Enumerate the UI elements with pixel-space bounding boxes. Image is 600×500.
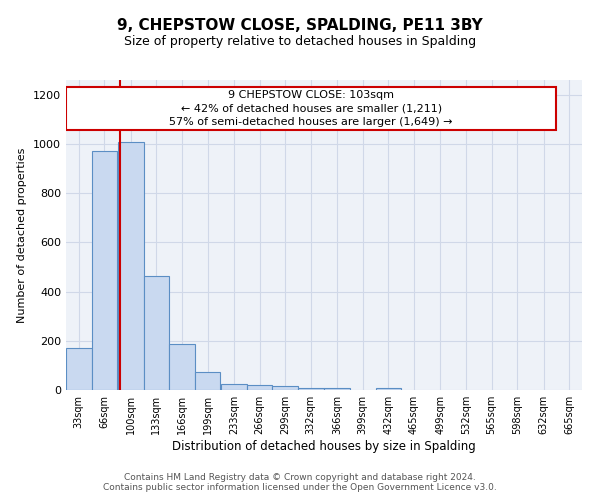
X-axis label: Distribution of detached houses by size in Spalding: Distribution of detached houses by size … (172, 440, 476, 453)
Bar (92, 152, 117, 390)
Text: Contains HM Land Registry data © Crown copyright and database right 2024.
Contai: Contains HM Land Registry data © Crown c… (103, 473, 497, 492)
Text: 9, CHEPSTOW CLOSE, SPALDING, PE11 3BY: 9, CHEPSTOW CLOSE, SPALDING, PE11 3BY (117, 18, 483, 32)
Bar (376, 388, 401, 390)
Text: Size of property relative to detached houses in Spalding: Size of property relative to detached ho… (124, 35, 476, 48)
Bar (169, 344, 195, 390)
Bar (325, 388, 350, 390)
Bar (221, 384, 247, 390)
Text: 57% of semi-detached houses are larger (1,649) →: 57% of semi-detached houses are larger (… (169, 117, 453, 127)
Text: 9 CHEPSTOW CLOSE: 103sqm: 9 CHEPSTOW CLOSE: 103sqm (228, 90, 394, 100)
Bar (298, 388, 323, 390)
Bar (66, 348, 92, 390)
Bar (272, 386, 298, 390)
Bar (195, 372, 220, 390)
Y-axis label: Number of detached properties: Number of detached properties (17, 148, 28, 322)
Bar (247, 385, 272, 390)
Bar (118, 142, 143, 390)
Bar (143, 276, 169, 390)
Text: ← 42% of detached houses are smaller (1,211): ← 42% of detached houses are smaller (1,… (181, 104, 442, 114)
Bar (66, 88, 556, 130)
